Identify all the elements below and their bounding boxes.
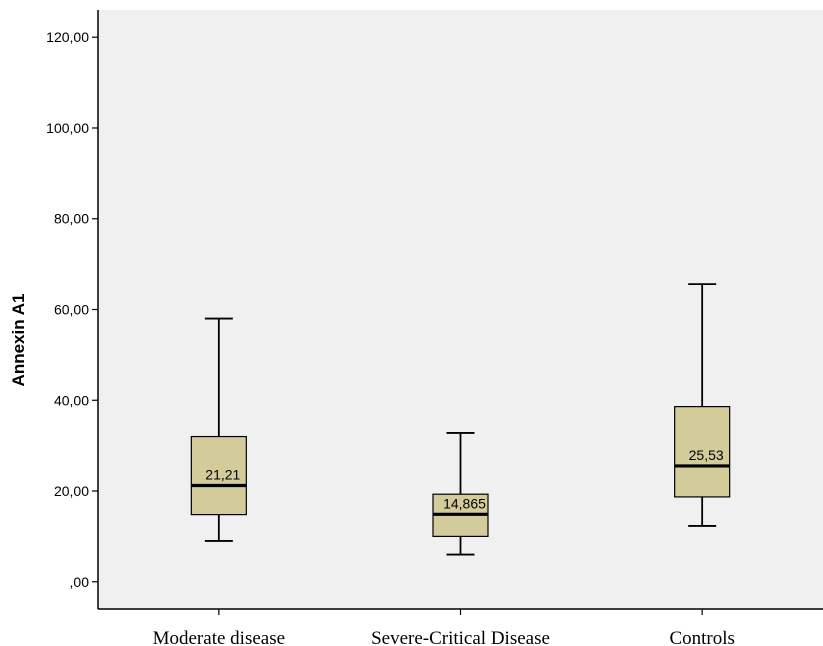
y-tick-label: 40,00: [54, 392, 89, 408]
box-group: 25,53: [674, 283, 731, 527]
box-group: 21,21: [190, 317, 247, 542]
y-tick-label: 20,00: [54, 483, 89, 499]
y-tick-label: 80,00: [54, 211, 89, 227]
box-group: 14,865: [432, 432, 489, 556]
y-tick-label: ,00: [70, 574, 90, 590]
y-ticks: ,00 20,00 40,00 60,00 80,00 100,00 120,00: [46, 29, 98, 590]
y-tick-label: 100,00: [46, 120, 89, 136]
y-tick-label: 60,00: [54, 302, 89, 318]
category-label: Moderate disease: [153, 628, 285, 646]
x-ticks: Moderate disease Severe-Critical Disease C…: [153, 609, 735, 646]
category-label: Controls: [669, 628, 734, 646]
median-label: 25,53: [689, 447, 724, 463]
iqr-box: [190, 435, 247, 516]
boxes: 21,21 14,865 25,53: [190, 283, 731, 556]
iqr-box: [674, 406, 731, 498]
y-tick-label: 120,00: [46, 29, 89, 45]
category-label: Severe-Critical Disease: [371, 628, 550, 646]
median-label: 21,21: [205, 467, 240, 483]
y-axis-title: Annexin A1: [9, 294, 28, 387]
median-label: 14,865: [443, 495, 486, 511]
